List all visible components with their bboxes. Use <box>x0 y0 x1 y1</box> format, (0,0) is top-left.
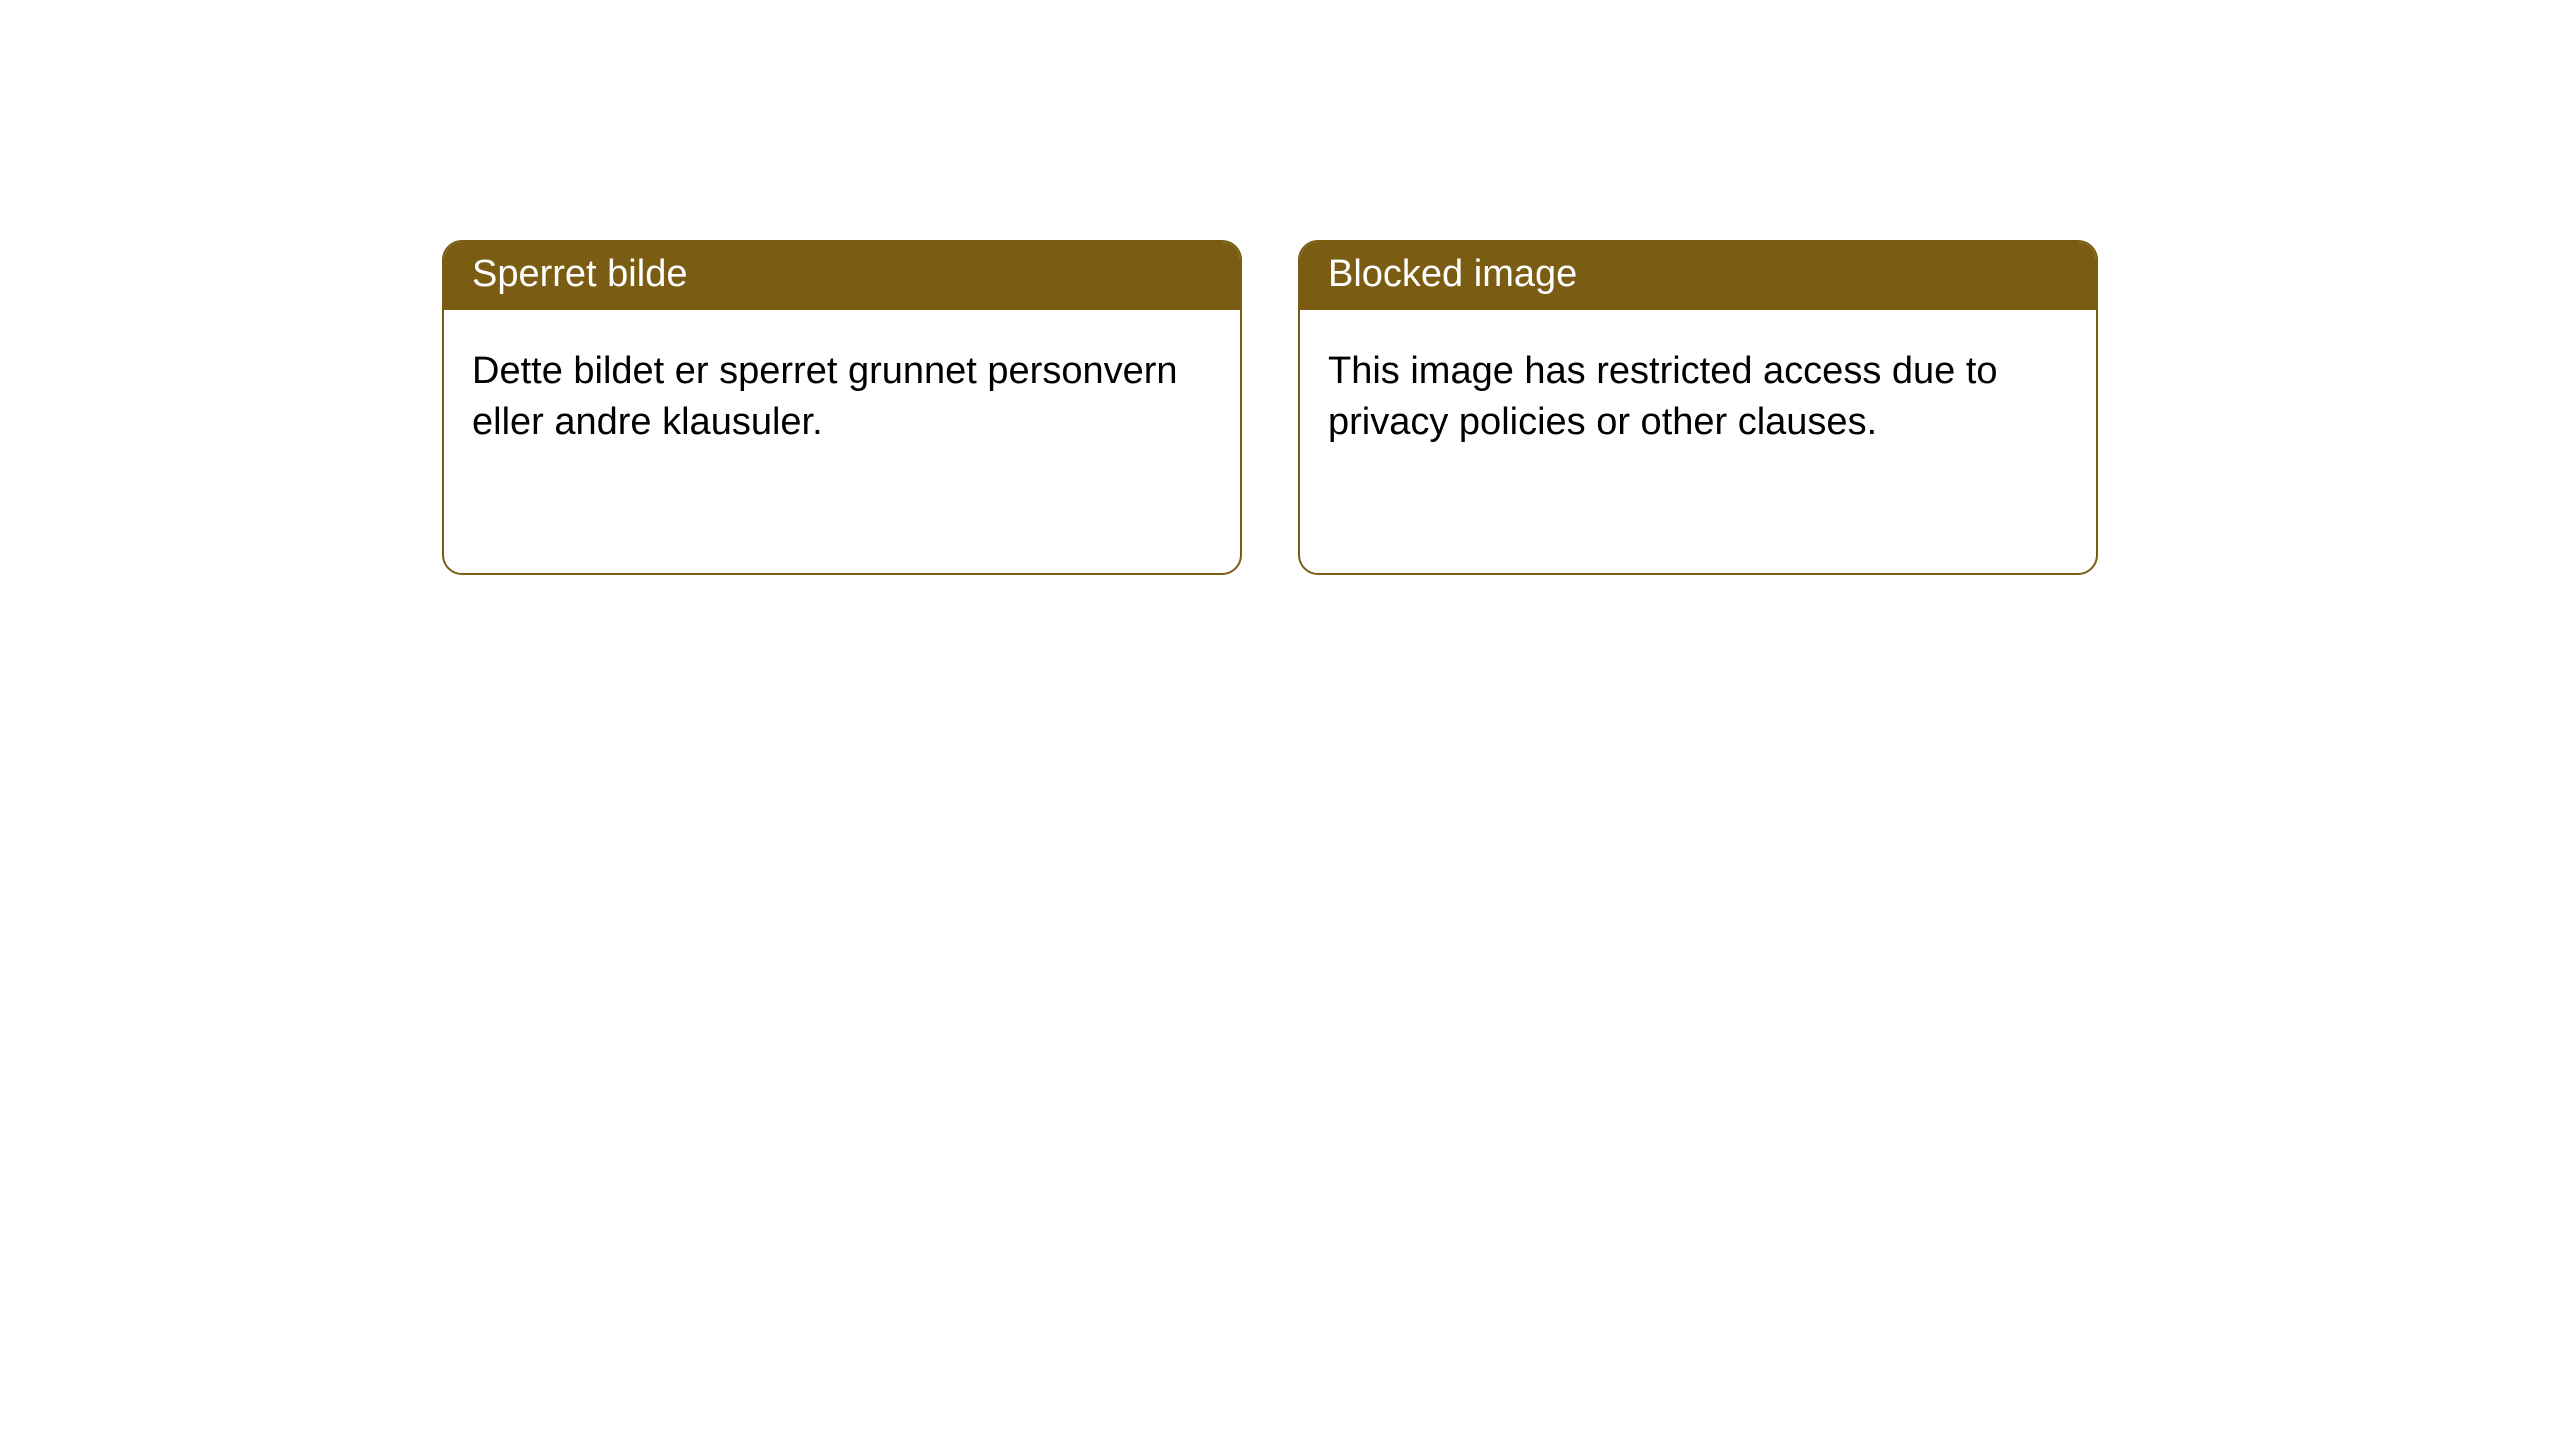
card-header-english: Blocked image <box>1300 242 2096 310</box>
notice-card-norwegian: Sperret bilde Dette bildet er sperret gr… <box>442 240 1242 575</box>
card-body-english: This image has restricted access due to … <box>1300 310 2096 477</box>
notice-card-english: Blocked image This image has restricted … <box>1298 240 2098 575</box>
card-header-norwegian: Sperret bilde <box>444 242 1240 310</box>
notice-container: Sperret bilde Dette bildet er sperret gr… <box>0 0 2560 575</box>
card-body-norwegian: Dette bildet er sperret grunnet personve… <box>444 310 1240 477</box>
